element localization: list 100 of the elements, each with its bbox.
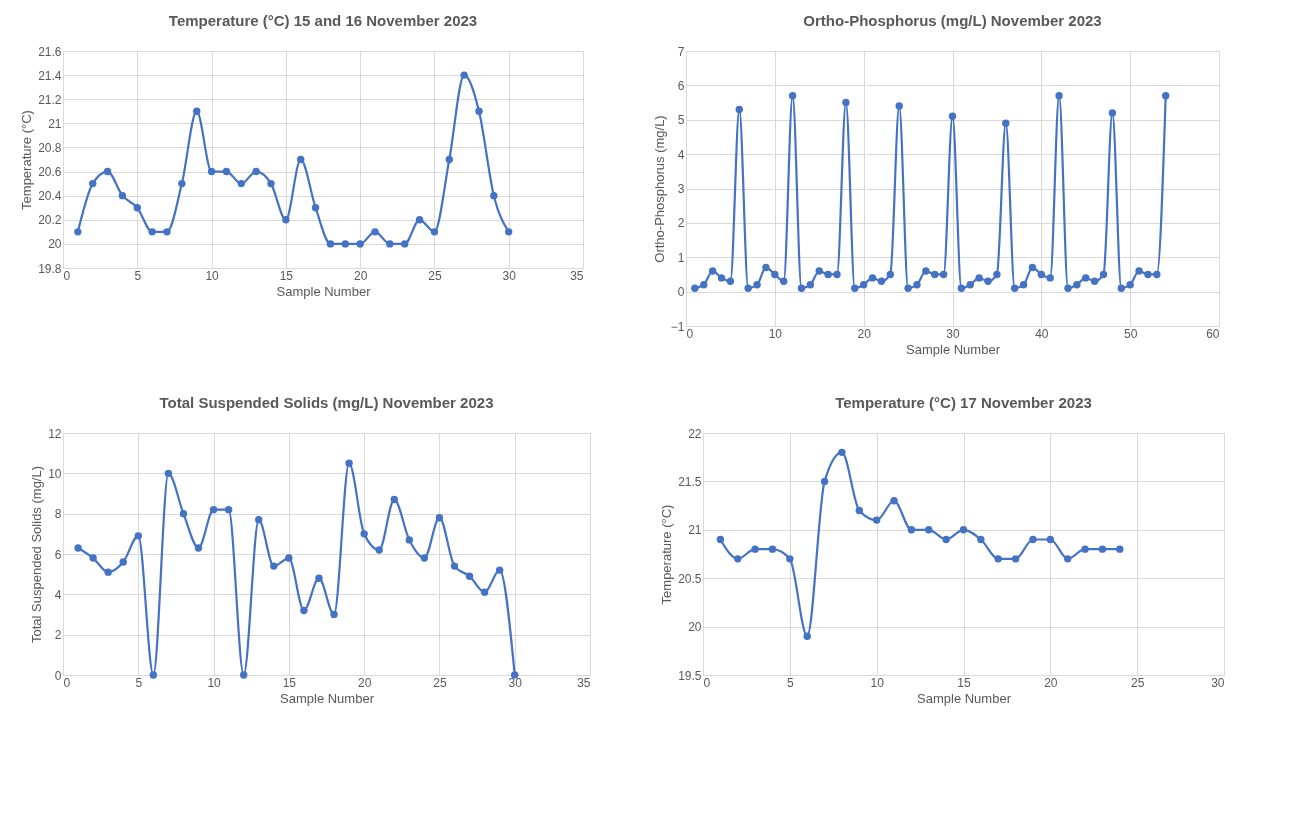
point <box>386 240 394 248</box>
point <box>460 71 468 79</box>
point <box>872 516 881 524</box>
point <box>907 526 916 534</box>
point <box>700 281 708 289</box>
y-tick-label: 0 <box>677 285 685 300</box>
point <box>780 277 788 286</box>
point <box>762 263 770 272</box>
point <box>890 497 898 505</box>
point <box>480 588 489 597</box>
point <box>768 545 777 553</box>
point <box>803 632 811 640</box>
x-tick-label: 30 <box>1211 675 1225 690</box>
x-tick-label: 25 <box>428 268 442 283</box>
point <box>311 204 320 212</box>
point <box>1029 535 1037 544</box>
point <box>475 107 483 115</box>
point <box>119 558 127 566</box>
point <box>691 284 699 292</box>
y-tick-label: −1 <box>670 319 685 334</box>
x-axis-title: Sample Number <box>280 690 375 706</box>
point <box>450 562 459 570</box>
x-tick-label: 15 <box>282 675 297 690</box>
point <box>103 167 112 176</box>
point <box>371 228 379 236</box>
point <box>1116 545 1124 553</box>
x-axis-title: Sample Number <box>917 690 1012 706</box>
point <box>1002 119 1010 127</box>
x-tick-label: 20 <box>353 268 368 283</box>
x-tick-label: 5 <box>786 675 794 690</box>
point <box>1082 274 1090 282</box>
x-tick-label: 40 <box>1035 326 1049 341</box>
point <box>716 535 725 544</box>
point <box>375 546 383 554</box>
y-axis-title: Ortho-Phosphorus (mg/L) <box>651 115 667 263</box>
point <box>925 526 933 534</box>
point <box>1153 270 1161 279</box>
point <box>267 179 275 188</box>
point <box>895 102 903 110</box>
point <box>1098 545 1107 553</box>
point <box>148 228 156 236</box>
point <box>282 216 290 224</box>
point <box>89 554 97 562</box>
point <box>959 526 968 534</box>
point <box>1117 284 1125 292</box>
y-tick-label: 20 <box>48 237 62 252</box>
point <box>179 509 188 518</box>
y-tick-label: 2 <box>54 628 62 643</box>
y-tick-label: 5 <box>677 113 685 128</box>
y-tick-label: 21 <box>48 116 62 131</box>
x-tick-label: 20 <box>857 326 872 341</box>
point <box>717 274 726 282</box>
x-tick-label: 15 <box>279 268 294 283</box>
point <box>297 155 305 164</box>
point <box>345 459 353 467</box>
point <box>786 555 794 563</box>
point <box>133 204 141 212</box>
point <box>942 535 950 544</box>
y-axis-title: Temperature (°C) <box>19 110 35 210</box>
y-tick-label: 20.6 <box>38 165 62 180</box>
point <box>207 167 216 176</box>
x-tick-label: 50 <box>1123 326 1138 341</box>
point <box>1046 274 1054 282</box>
point <box>1064 284 1072 292</box>
y-tick-label: 19.5 <box>678 668 702 683</box>
point <box>1099 270 1108 279</box>
point <box>239 671 248 679</box>
point <box>1011 555 1020 563</box>
point <box>966 281 974 289</box>
point <box>300 606 308 615</box>
point <box>255 516 263 524</box>
y-tick-label: 12 <box>48 426 62 441</box>
x-tick-label: 35 <box>577 675 591 690</box>
point <box>771 270 779 279</box>
y-tick-label: 20.2 <box>38 213 62 228</box>
chart-title: Ortho-Phosphorus (mg/L) November 2023 <box>803 12 1102 29</box>
y-tick-label: 21.6 <box>38 44 62 59</box>
point <box>939 270 948 279</box>
point <box>490 191 498 200</box>
y-tick-label: 6 <box>677 78 685 93</box>
point <box>164 469 173 478</box>
point <box>401 240 409 248</box>
point <box>435 514 444 522</box>
point <box>1161 91 1170 100</box>
x-tick-label: 35 <box>570 268 584 283</box>
point <box>1037 270 1046 279</box>
point <box>851 284 859 292</box>
x-axis-title: Sample Number <box>906 341 1001 357</box>
point <box>178 179 186 188</box>
y-tick-label: 7 <box>677 44 685 59</box>
y-tick-label: 4 <box>677 147 685 162</box>
point <box>330 610 338 619</box>
point <box>868 274 877 282</box>
point <box>1028 263 1037 272</box>
y-tick-label: 21.5 <box>678 474 702 489</box>
y-tick-label: 21.2 <box>38 92 62 107</box>
y-tick-label: 19.8 <box>38 261 62 276</box>
point <box>1010 284 1019 292</box>
point <box>465 572 474 580</box>
point <box>1108 109 1117 117</box>
